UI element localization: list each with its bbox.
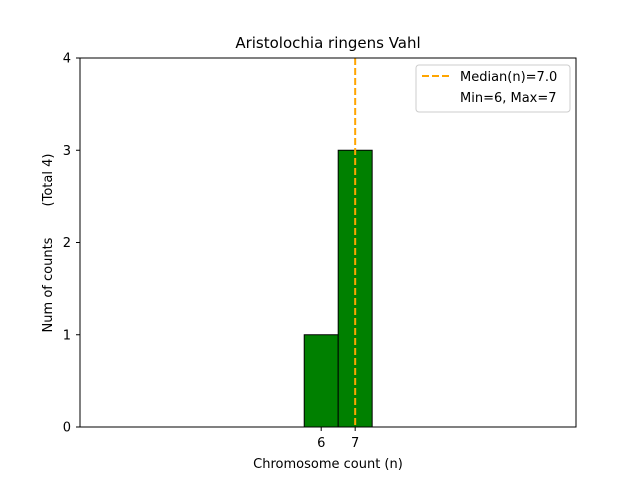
- x-tick-label: 6: [317, 436, 325, 451]
- chart-title: Aristolochia ringens Vahl: [235, 34, 420, 52]
- y-ticks: 0 1 2 3 4: [63, 52, 80, 436]
- y-tick-label: 0: [63, 421, 71, 436]
- y-axis-label: Num of counts: [41, 237, 56, 332]
- legend-range-label: Min=6, Max=7: [460, 91, 557, 106]
- y-tick-label: 2: [63, 236, 71, 251]
- y-tick-label: 3: [63, 144, 71, 159]
- legend-median-label: Median(n)=7.0: [460, 70, 557, 85]
- x-tick-label: 7: [351, 436, 359, 451]
- y-tick-label: 4: [63, 52, 71, 67]
- y-tick-label: 1: [63, 328, 71, 343]
- histogram-bar-0: [303, 334, 339, 428]
- y-axis-total-label: (Total 4): [41, 154, 56, 207]
- x-axis-label: Chromosome count (n): [253, 457, 403, 472]
- legend: Median(n)=7.0 Min=6, Max=7: [415, 64, 571, 113]
- legend-box: [415, 64, 571, 113]
